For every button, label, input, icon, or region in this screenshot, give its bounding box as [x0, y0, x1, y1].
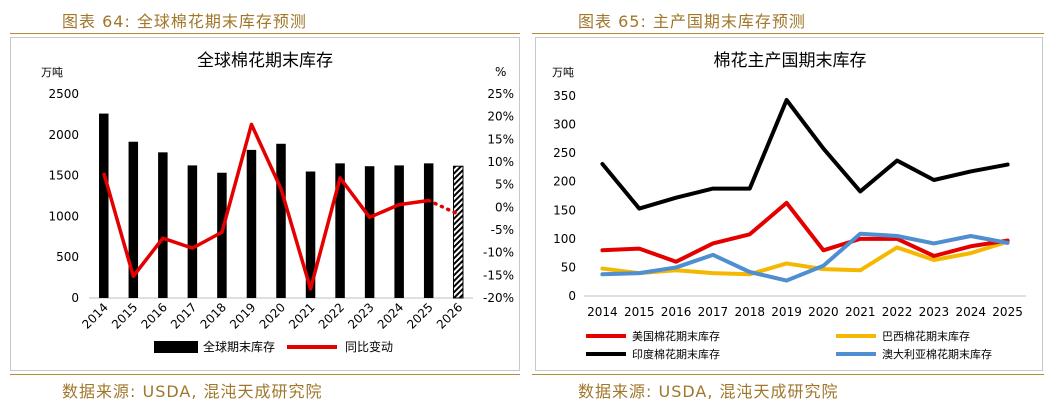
- legend-swatch-bars: [154, 341, 198, 353]
- legend-label: 澳大利亚棉花期末库存: [882, 347, 992, 361]
- x-tick-label: 2025: [404, 300, 435, 331]
- left-figure-title: 图表 64: 全球棉花期末库存预测: [62, 12, 307, 31]
- y-tick-label: 250: [553, 146, 576, 160]
- right-chart-title: 棉花主产国期末库存: [714, 51, 867, 71]
- bar-2014: [99, 113, 109, 298]
- legend-label: 美国棉花期末库存: [632, 329, 720, 343]
- x-tick-label: 2015: [624, 305, 655, 319]
- left-y2-axis-label: %: [495, 65, 506, 79]
- y-tick-label: 350: [553, 89, 576, 103]
- y-tick-label: 0: [71, 291, 79, 305]
- y2-tick-label: 10%: [487, 155, 514, 169]
- right-y-axis-label: 万吨: [552, 66, 574, 79]
- y2-tick-label: 5%: [495, 178, 514, 192]
- left-title-rule: [10, 33, 520, 34]
- bar-2018: [217, 172, 227, 298]
- left-chart: 全球棉花期末库存 万吨 % 0 500 1000 1500 2000 2500 -20% -…: [41, 51, 514, 354]
- bar-2020: [276, 143, 286, 298]
- left-source: 数据来源: USDA, 混沌天成研究院: [62, 382, 323, 401]
- bar-2015: [128, 141, 139, 298]
- y-tick-label: 0: [568, 289, 576, 303]
- left-chart-panel: 全球棉花期末库存 万吨 % 0 500 1000 1500 2000 2500 -20% -…: [10, 37, 520, 371]
- y-tick-label: 50: [561, 260, 576, 274]
- x-tick-label: 2022: [882, 305, 913, 319]
- series-line-3: [600, 231, 1010, 283]
- x-tick-label: 2014: [587, 305, 618, 319]
- x-tick-label: 2026: [434, 300, 465, 331]
- series-line-2: [600, 98, 1010, 211]
- series-line-1: [600, 239, 1010, 277]
- y-tick-label: 300: [553, 118, 576, 132]
- bar-2021: [305, 171, 316, 298]
- y-tick-label: 2500: [48, 87, 79, 101]
- right-bottom-rule: [532, 374, 1044, 375]
- bar-2026: [452, 165, 464, 299]
- x-tick-label: 2023: [919, 305, 950, 319]
- y-tick-label: 150: [553, 203, 576, 217]
- right-chart-panel: 棉花主产国期末库存 万吨 0 50 100 150 200 250 300 350 2014 2…: [535, 37, 1043, 371]
- yoy-change-line: [102, 122, 429, 291]
- y2-tick-label: 20%: [487, 110, 514, 124]
- left-y-axis-label: 万吨: [41, 66, 63, 79]
- bar-2022: [335, 163, 345, 298]
- yoy-change-forecast-line: [426, 198, 460, 216]
- x-tick-label: 2023: [345, 300, 376, 331]
- x-tick-label: 2017: [698, 305, 729, 319]
- x-tick-label: 2016: [138, 300, 169, 331]
- y2-tick-label: -20%: [483, 291, 514, 305]
- bar-2025: [423, 163, 434, 298]
- y-tick-label: 1000: [48, 209, 79, 223]
- y2-tick-label: 15%: [487, 132, 514, 146]
- x-tick-label: 2017: [168, 300, 199, 331]
- x-tick-label: 2020: [808, 305, 839, 319]
- right-title-rule: [532, 33, 1044, 34]
- x-tick-label: 2014: [79, 300, 110, 331]
- y2-tick-label: -5%: [491, 223, 514, 237]
- bar-2017: [187, 165, 198, 298]
- x-tick-label: 2018: [198, 300, 229, 331]
- x-tick-label: 2021: [286, 300, 317, 331]
- x-tick-label: 2024: [375, 300, 406, 331]
- legend-label: 印度棉花期末库存: [632, 347, 720, 361]
- y-tick-label: 2000: [48, 128, 79, 142]
- bar-2023: [364, 166, 375, 298]
- x-tick-label: 2015: [109, 300, 140, 331]
- series-line-0: [600, 200, 1010, 264]
- right-figure-title: 图表 65: 主产国期末库存预测: [578, 12, 806, 31]
- legend-label: 巴西棉花期末库存: [882, 329, 970, 343]
- left-chart-title: 全球棉花期末库存: [197, 51, 333, 71]
- x-tick-label: 2022: [316, 300, 347, 331]
- y2-tick-label: 25%: [487, 87, 514, 101]
- y2-tick-label: 0%: [495, 200, 514, 214]
- y2-tick-label: -15%: [483, 268, 514, 282]
- x-tick-label: 2024: [955, 305, 986, 319]
- y-tick-label: 500: [56, 250, 79, 264]
- y-tick-label: 100: [553, 232, 576, 246]
- right-source: 数据来源: USDA, 混沌天成研究院: [578, 382, 839, 401]
- x-tick-label: 2021: [845, 305, 876, 319]
- left-bottom-rule: [10, 374, 520, 375]
- x-tick-label: 2016: [661, 305, 692, 319]
- x-tick-label: 2018: [734, 305, 765, 319]
- bar-2024: [394, 165, 404, 298]
- x-tick-label: 2025: [992, 305, 1023, 319]
- y2-tick-label: -10%: [483, 246, 514, 260]
- right-chart: 棉花主产国期末库存 万吨 0 50 100 150 200 250 300 350 2014 2…: [552, 51, 1026, 361]
- legend-label-bars: 全球期末库存: [203, 339, 275, 354]
- y-tick-label: 200: [553, 175, 576, 189]
- bar-2019: [246, 149, 257, 298]
- x-tick-label: 2019: [771, 305, 802, 319]
- y-tick-label: 1500: [48, 169, 79, 183]
- x-tick-label: 2019: [227, 300, 258, 331]
- x-tick-label: 2020: [257, 300, 288, 331]
- legend-label-line: 同比变动: [345, 339, 393, 354]
- bar-2016: [158, 152, 168, 298]
